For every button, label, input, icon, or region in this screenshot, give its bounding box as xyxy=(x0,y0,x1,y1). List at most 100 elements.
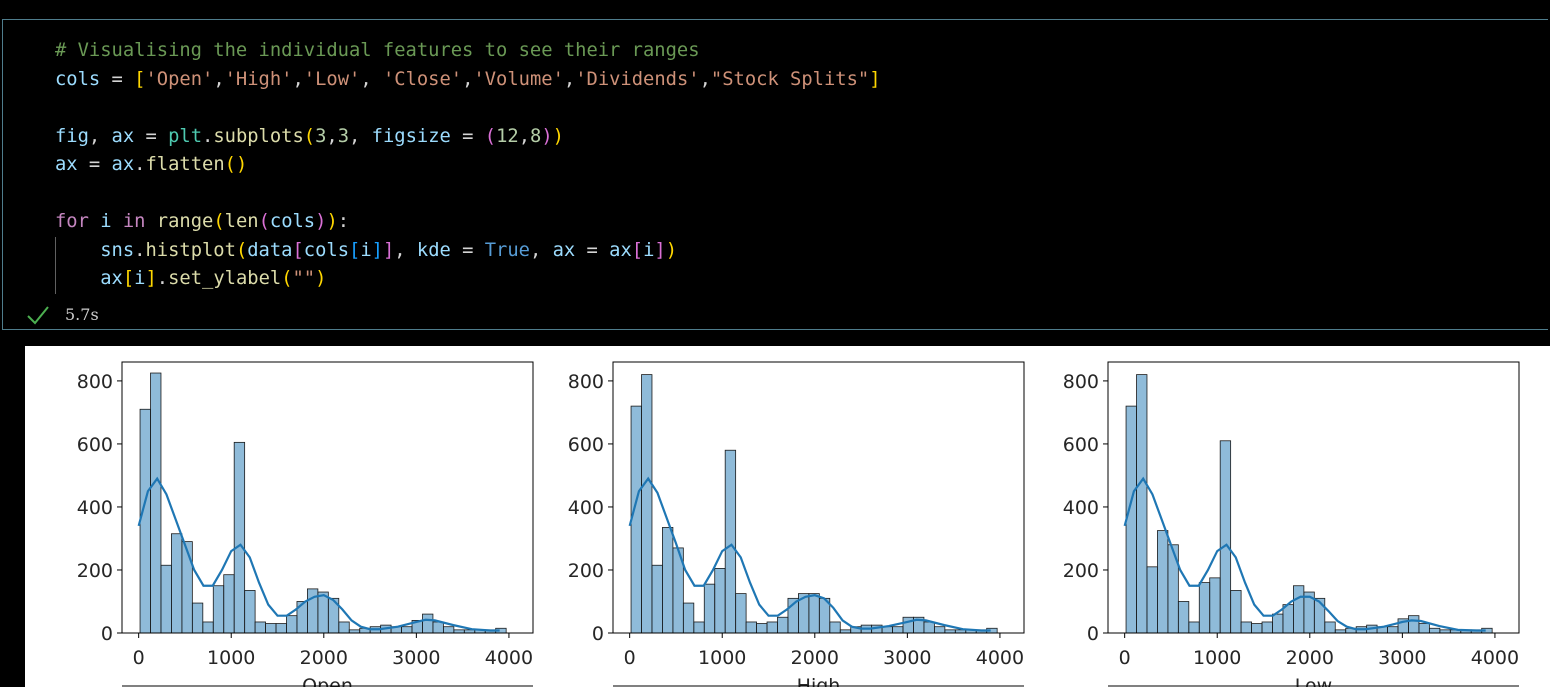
code-token: = xyxy=(134,125,169,147)
code-token: . xyxy=(134,239,146,261)
code-line: ax[i].set_ylabel("") xyxy=(55,265,881,294)
code-editor[interactable]: # Visualising the individual features to… xyxy=(55,37,881,294)
code-line xyxy=(55,94,881,123)
histogram-bar xyxy=(442,626,455,634)
code-token xyxy=(55,268,100,289)
y-tick-label: 800 xyxy=(77,371,113,393)
histogram-bar xyxy=(1219,440,1232,634)
histogram-bar xyxy=(1146,566,1158,634)
code-line: ax = ax.flatten() xyxy=(55,151,881,180)
histogram-bar xyxy=(254,621,266,634)
code-token: ax xyxy=(55,154,78,175)
histogram-bar xyxy=(401,626,413,634)
code-token: cols xyxy=(269,211,316,232)
code-token: set_ylabel xyxy=(168,268,282,289)
code-token: = xyxy=(100,68,135,90)
code-token: . xyxy=(202,125,214,147)
code-token: kde xyxy=(416,239,451,261)
code-token: ) xyxy=(541,125,553,147)
code-token: ( xyxy=(235,239,248,261)
x-axis-label: Low xyxy=(1295,675,1332,687)
histogram-bar xyxy=(160,564,172,634)
code-token: : xyxy=(337,211,350,232)
code-token: subplots xyxy=(213,125,304,147)
y-tick-label: 400 xyxy=(1063,497,1099,519)
code-line xyxy=(55,180,881,209)
histogram-bar xyxy=(892,626,904,634)
code-token: [ xyxy=(122,268,135,289)
y-tick-label: 0 xyxy=(592,623,604,645)
histogram-bar xyxy=(139,408,151,634)
code-token: cols xyxy=(55,68,101,90)
histogram-bar xyxy=(1177,601,1190,634)
code-token: ] xyxy=(869,68,881,90)
histogram-bar xyxy=(662,527,674,634)
code-token: 'Close' xyxy=(382,68,463,90)
code-token: i xyxy=(134,268,146,289)
x-tick-label: 2000 xyxy=(1286,647,1334,669)
code-token: # Visualising the individual features to… xyxy=(55,40,700,61)
code-token: 8 xyxy=(530,125,542,147)
code-token: data xyxy=(247,239,293,261)
y-tick-label: 200 xyxy=(1063,560,1099,582)
histogram-bar xyxy=(1408,615,1420,634)
histogram-bar xyxy=(1282,604,1294,634)
code-token: ( xyxy=(281,268,293,289)
histogram-bar xyxy=(630,405,642,634)
x-tick-label: 4000 xyxy=(1471,647,1519,669)
axes-frame xyxy=(612,361,1025,634)
y-tick-label: 600 xyxy=(568,434,604,456)
code-token: flatten xyxy=(145,154,225,175)
x-tick-label: 1000 xyxy=(1193,647,1241,669)
code-token: , xyxy=(529,239,553,261)
code-token: ( xyxy=(213,211,225,232)
code-cell[interactable]: # Visualising the individual features to… xyxy=(2,19,1548,330)
histogram-bar xyxy=(1324,621,1336,634)
axes-frame xyxy=(121,361,534,634)
histogram-bar xyxy=(432,621,444,634)
y-tick-label: 400 xyxy=(77,497,113,519)
histogram-bar xyxy=(1251,623,1263,634)
histogram-bar xyxy=(1240,621,1252,634)
code-token: True xyxy=(484,239,530,261)
code-token: 'Low' xyxy=(303,68,361,90)
histogram-bar xyxy=(212,585,225,634)
code-token: histplot xyxy=(145,239,236,261)
histogram-bar xyxy=(745,621,757,634)
code-token: 'High' xyxy=(224,68,293,90)
histogram-bar xyxy=(244,590,256,634)
code-token: plt xyxy=(168,125,203,147)
code-token: ( xyxy=(484,125,497,147)
y-tick-label: 200 xyxy=(77,560,113,582)
code-token: , xyxy=(563,68,576,90)
histogram-bar xyxy=(1428,627,1441,634)
histogram-bar xyxy=(735,593,747,634)
histogram-bar xyxy=(1188,621,1200,634)
histogram-bar xyxy=(724,449,737,634)
histogram-bar xyxy=(1136,374,1148,634)
histogram-bar xyxy=(191,602,204,634)
histogram-bar xyxy=(1198,582,1211,634)
code-token xyxy=(145,211,156,232)
code-token: [ xyxy=(134,68,146,90)
histogram-bar xyxy=(1157,530,1169,634)
execution-time: 5.7s xyxy=(65,305,99,324)
axes-frame xyxy=(1107,361,1520,634)
x-tick-label: 3000 xyxy=(1378,647,1426,669)
code-token: ) xyxy=(315,268,327,289)
code-token: ( xyxy=(303,125,316,147)
code-token: , xyxy=(462,68,474,90)
code-token: . xyxy=(134,154,146,175)
code-token: "Stock Splits" xyxy=(710,68,870,90)
code-token: , xyxy=(699,68,711,90)
histogram-bar xyxy=(265,623,277,634)
code-token: ) xyxy=(326,211,338,232)
histogram-bar xyxy=(223,574,235,634)
code-token: 'Dividends' xyxy=(575,68,700,90)
histogram-bar xyxy=(1209,577,1221,634)
histogram-bar xyxy=(422,613,434,634)
x-tick-label: 1000 xyxy=(698,647,746,669)
y-tick-label: 600 xyxy=(1063,434,1099,456)
code-token xyxy=(112,211,123,232)
